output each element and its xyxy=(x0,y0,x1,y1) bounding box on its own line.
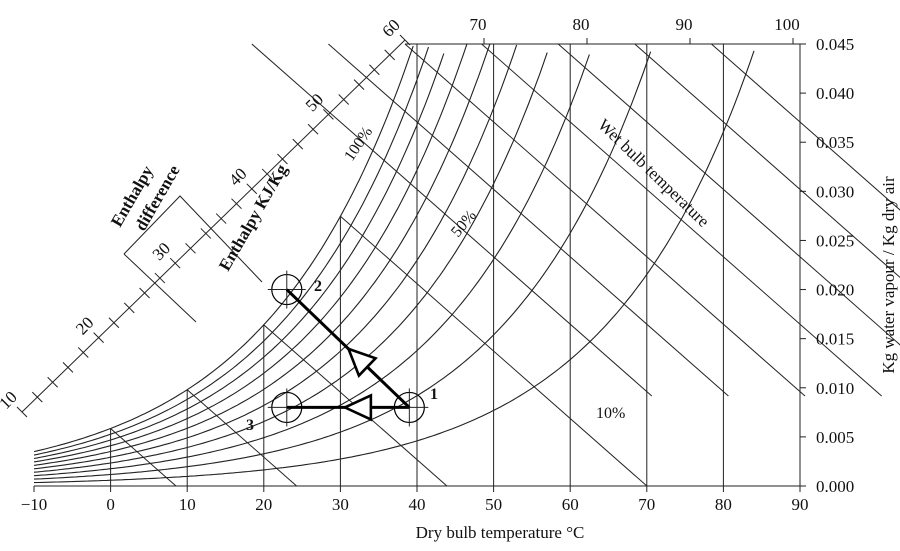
top-tick-label: 80 xyxy=(573,15,590,34)
x-tick-label: 70 xyxy=(638,495,655,514)
wet-bulb-line xyxy=(711,44,900,396)
y-tick-label: 0.035 xyxy=(816,133,854,152)
enthalpy-scale-line xyxy=(22,40,405,412)
enthalpy-tick-label: 40 xyxy=(225,164,250,189)
rh-curve xyxy=(34,44,490,465)
y-axis-title: Kg water vapour / Kg dry air xyxy=(879,176,898,374)
y-tick-label: 0.040 xyxy=(816,84,854,103)
x-tick-label: 90 xyxy=(792,495,809,514)
x-tick-label: 0 xyxy=(106,495,115,514)
chart-frame xyxy=(17,35,806,492)
x-axis-title: Dry bulb temperature °C xyxy=(416,523,585,542)
x-tick-label: 60 xyxy=(562,495,579,514)
wet-bulb-line xyxy=(328,44,728,396)
y-tick-label: 0.000 xyxy=(816,477,854,496)
y-tick-label: 0.015 xyxy=(816,330,854,349)
x-tick-label: 50 xyxy=(485,495,502,514)
wet-bulb-line xyxy=(635,44,900,396)
rh-label-50: 50% xyxy=(448,207,480,240)
y-tick-label: 0.030 xyxy=(816,182,854,201)
enthalpy-tick-label: 10 xyxy=(0,387,21,412)
rh-curve xyxy=(34,55,589,476)
point-label-2: 2 xyxy=(314,278,322,295)
y-tick-label: 0.020 xyxy=(816,281,854,300)
point-label-1: 1 xyxy=(430,386,438,403)
x-tick-label: 10 xyxy=(179,495,196,514)
wet-bulb-line xyxy=(111,428,176,486)
rh-label-10: 10% xyxy=(596,405,625,422)
x-tick-label: −10 xyxy=(21,495,48,514)
top-tick-label: 70 xyxy=(470,15,487,34)
x-tick-label: 20 xyxy=(255,495,272,514)
y-tick-label: 0.045 xyxy=(816,35,854,54)
rh-curve xyxy=(34,52,651,479)
top-tick-label: 100 xyxy=(774,15,800,34)
x-tick-label: 30 xyxy=(332,495,349,514)
rh-curve xyxy=(34,45,517,469)
y-tick-label: 0.010 xyxy=(816,379,854,398)
y-tick-label: 0.025 xyxy=(816,231,854,250)
rh-curve xyxy=(34,51,754,483)
rh-label-100: 100% xyxy=(341,124,376,164)
enthalpy-difference-leg xyxy=(124,254,196,322)
point-label-3: 3 xyxy=(246,417,254,434)
wet-bulb-label: Wet bulb temperature xyxy=(594,115,713,231)
x-tick-label: 40 xyxy=(409,495,426,514)
y-tick-label: 0.005 xyxy=(816,428,854,447)
process-path xyxy=(268,271,429,427)
rh-curve xyxy=(34,53,547,473)
enthalpy-tick-label: 50 xyxy=(302,90,327,115)
enthalpy-tick-label: 20 xyxy=(72,313,97,338)
top-tick-label: 90 xyxy=(676,15,693,34)
x-tick-label: 80 xyxy=(715,495,732,514)
chart-labels: −10 0 10 20 30 40 50 60 70 80 90 70 80 90 100 0.000 0.00… xyxy=(0,15,854,514)
enthalpy-tick-label: 60 xyxy=(378,15,403,40)
enthalpy-tick-label: 30 xyxy=(149,239,174,264)
